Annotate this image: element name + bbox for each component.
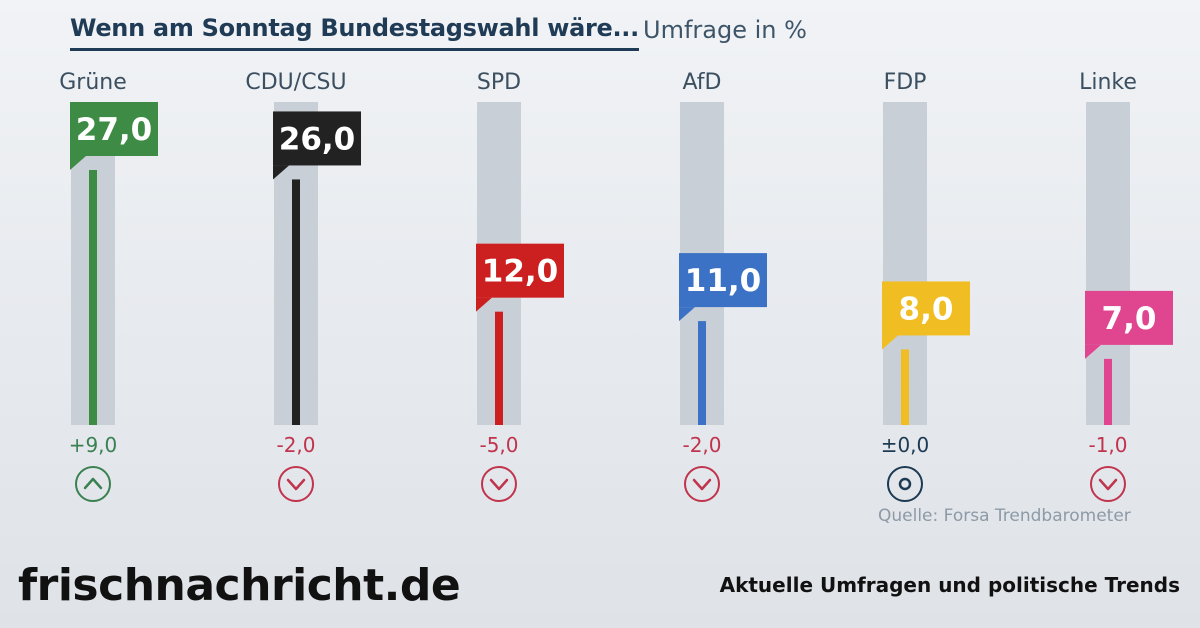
value-flag-tail bbox=[679, 307, 695, 322]
value-flag-tail bbox=[273, 165, 289, 180]
value-flag-tail bbox=[882, 335, 898, 350]
tagline: Aktuelle Umfragen und politische Trends bbox=[719, 573, 1180, 597]
value-flag bbox=[882, 281, 970, 336]
chevron-down-icon bbox=[692, 478, 712, 491]
trend-icon-circle bbox=[75, 466, 111, 502]
category-label: Grüne bbox=[59, 70, 127, 95]
chevron-up-icon bbox=[83, 477, 103, 490]
value-flag bbox=[476, 243, 564, 298]
value-bar bbox=[901, 349, 909, 425]
trend-icon-circle bbox=[278, 466, 314, 502]
chart-subtitle: Umfrage in % bbox=[643, 16, 807, 44]
chevron-down-icon bbox=[286, 478, 306, 491]
value-flag-tail bbox=[476, 297, 492, 312]
value-label: 8,0 bbox=[899, 291, 954, 327]
value-label: 11,0 bbox=[685, 263, 762, 299]
value-bar bbox=[698, 321, 706, 425]
trend-icon-circle bbox=[684, 466, 720, 502]
value-bar bbox=[89, 170, 97, 425]
value-flag-tail bbox=[70, 156, 86, 170]
category-label: SPD bbox=[477, 70, 521, 95]
category-label: Linke bbox=[1079, 70, 1137, 95]
change-label: -5,0 bbox=[479, 433, 518, 457]
trend-icon-circle bbox=[887, 466, 923, 502]
change-label: +9,0 bbox=[69, 433, 118, 457]
value-label: 12,0 bbox=[482, 254, 559, 290]
value-flag bbox=[273, 111, 361, 166]
value-label: 7,0 bbox=[1102, 301, 1157, 337]
category-label: CDU/CSU bbox=[245, 70, 346, 95]
change-label: -2,0 bbox=[276, 433, 315, 457]
chevron-down-icon bbox=[489, 478, 509, 491]
value-bar bbox=[1104, 358, 1112, 425]
category-label: FDP bbox=[884, 70, 927, 95]
value-flag bbox=[70, 102, 158, 156]
change-label: ±0,0 bbox=[881, 433, 930, 457]
chart-title: Wenn am Sonntag Bundestagswahl wäre... bbox=[70, 14, 639, 51]
value-label: 26,0 bbox=[279, 121, 356, 157]
value-flag bbox=[1085, 290, 1173, 345]
brand-logo-text[interactable]: frischnachricht.de bbox=[18, 560, 461, 611]
change-label: -1,0 bbox=[1088, 433, 1127, 457]
chevron-down-icon bbox=[1098, 478, 1118, 491]
value-flag bbox=[679, 253, 767, 308]
value-label: 27,0 bbox=[76, 112, 153, 148]
value-bar bbox=[292, 179, 300, 425]
value-bar bbox=[495, 311, 503, 425]
trend-icon-circle bbox=[481, 466, 517, 502]
category-label: AfD bbox=[683, 70, 722, 95]
trend-icon-circle bbox=[1090, 466, 1126, 502]
source-note: Quelle: Forsa Trendbarometer bbox=[878, 506, 1131, 526]
neutral-dot-icon bbox=[898, 477, 912, 491]
value-flag-tail bbox=[1085, 344, 1101, 359]
change-label: -2,0 bbox=[682, 433, 721, 457]
